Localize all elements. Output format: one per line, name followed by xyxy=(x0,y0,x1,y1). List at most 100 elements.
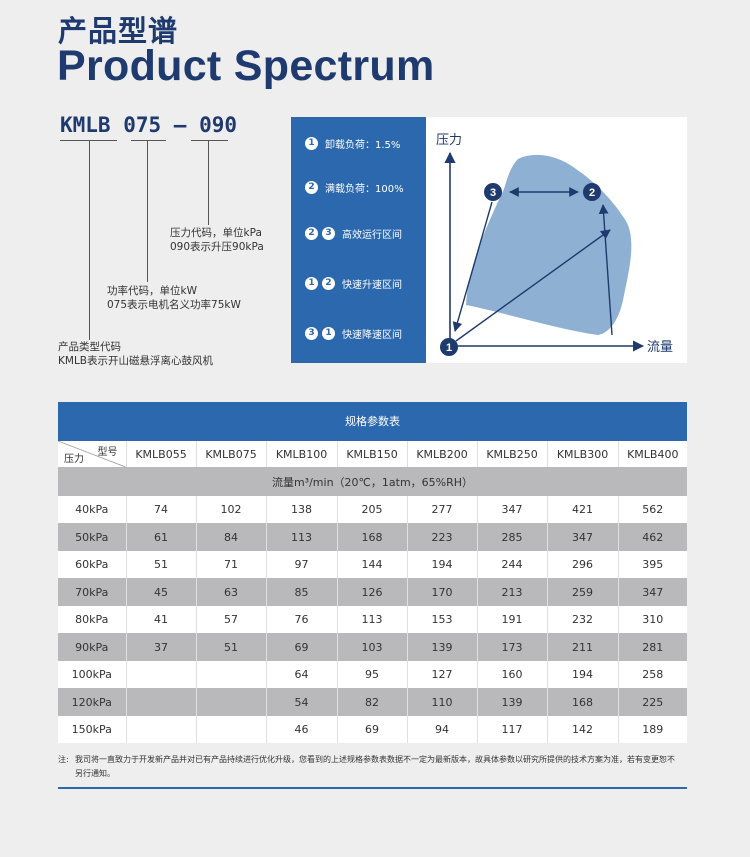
value-cell: 113 xyxy=(337,606,408,633)
badge-2: 2 xyxy=(305,180,318,194)
model-header: KMLB150 xyxy=(337,441,408,467)
svg-text:3: 3 xyxy=(490,187,496,199)
value-cell: 173 xyxy=(477,633,548,661)
value-cell: 421 xyxy=(547,496,619,523)
value-cell xyxy=(196,716,267,743)
value-cell: 63 xyxy=(196,578,267,606)
value-cell: 51 xyxy=(126,551,197,578)
power-underline xyxy=(131,140,166,141)
model-header: KMLB055 xyxy=(126,441,197,467)
value-cell: 46 xyxy=(266,716,338,743)
value-cell: 95 xyxy=(337,661,408,688)
legend-text: 满载负荷：100% xyxy=(325,183,404,195)
value-cell: 117 xyxy=(477,716,548,743)
value-cell xyxy=(196,688,267,716)
pressure-cell: 50kPa xyxy=(58,523,127,551)
value-cell: 69 xyxy=(337,716,408,743)
value-cell: 168 xyxy=(547,688,619,716)
value-cell: 277 xyxy=(407,496,478,523)
model-header: KMLB400 xyxy=(618,441,687,467)
badge-1: 1 xyxy=(305,276,318,290)
flow-unit-label: 流量m³/min（20℃，1atm，65%RH） xyxy=(58,467,687,496)
legend-item-unload: 1 卸载负荷：1.5% xyxy=(305,134,400,152)
legend-text: 快速升速区间 xyxy=(342,279,402,291)
legend-item-efficient: 2 3 高效运行区间 xyxy=(305,224,402,242)
value-cell: 94 xyxy=(407,716,478,743)
value-cell: 74 xyxy=(126,496,197,523)
value-cell: 37 xyxy=(126,633,197,661)
value-cell: 205 xyxy=(337,496,408,523)
pressure-cell: 70kPa xyxy=(58,578,127,606)
svg-text:1: 1 xyxy=(446,342,452,354)
value-cell: 244 xyxy=(477,551,548,578)
value-cell: 138 xyxy=(266,496,338,523)
value-cell: 189 xyxy=(618,716,687,743)
value-cell xyxy=(126,688,197,716)
value-cell: 191 xyxy=(477,606,548,633)
spec-table: 型号 压力 KMLB055 KMLB075 KMLB100 KMLB150 KM… xyxy=(58,441,687,743)
value-cell: 223 xyxy=(407,523,478,551)
value-cell: 64 xyxy=(266,661,338,688)
table-row: 80kPa 41 57 76 113 153 191 232 310 xyxy=(58,606,687,633)
pressure-cell: 100kPa xyxy=(58,661,127,688)
value-cell: 562 xyxy=(618,496,687,523)
diagram-svg: 1 2 3 压力 流量 xyxy=(436,133,673,356)
model-header: KMLB075 xyxy=(196,441,267,467)
value-cell: 51 xyxy=(196,633,267,661)
pressure-cell: 150kPa xyxy=(58,716,127,743)
arrow-1-to-2 xyxy=(455,229,611,342)
svg-text:2: 2 xyxy=(589,187,595,199)
model-header: KMLB200 xyxy=(407,441,478,467)
pressure-code-annotation: 压力代码，单位kPa 090表示升压90kPa xyxy=(170,227,264,253)
legend-panel: 1 卸载负荷：1.5% 2 满载负荷：100% 2 3 高效运行区间 1 2 快… xyxy=(291,117,426,363)
page-title-en: Product Spectrum xyxy=(57,42,435,90)
value-cell: 194 xyxy=(407,551,478,578)
spec-table-title: 规格参数表 xyxy=(58,402,687,441)
value-cell: 144 xyxy=(337,551,408,578)
badge-1: 1 xyxy=(322,326,335,340)
value-cell: 225 xyxy=(618,688,687,716)
value-cell: 57 xyxy=(196,606,267,633)
table-row: 70kPa 45 63 85 126 170 213 259 347 xyxy=(58,578,687,606)
value-cell: 153 xyxy=(407,606,478,633)
legend-text: 快速降速区间 xyxy=(342,329,402,341)
point-2: 2 xyxy=(583,183,601,201)
power-connector xyxy=(147,140,148,282)
value-cell: 102 xyxy=(196,496,267,523)
table-row: 60kPa 51 71 97 144 194 244 296 395 xyxy=(58,551,687,578)
legend-text: 高效运行区间 xyxy=(342,229,402,241)
value-cell: 41 xyxy=(126,606,197,633)
point-1: 1 xyxy=(440,338,458,356)
value-cell: 462 xyxy=(618,523,687,551)
footnote-text: 我司将一直致力于开发新产品并对已有产品持续进行优化升级，您看到的上述规格参数表数… xyxy=(75,755,675,778)
arrow-3-to-1 xyxy=(452,201,493,332)
value-cell: 97 xyxy=(266,551,338,578)
legend-item-slowdown: 3 1 快速降速区间 xyxy=(305,324,402,342)
pressure-cell: 90kPa xyxy=(58,633,127,661)
value-cell: 232 xyxy=(547,606,619,633)
legend-text: 卸载负荷：1.5% xyxy=(325,139,401,151)
badge-2: 2 xyxy=(322,276,335,290)
table-row: 150kPa 46 69 94 117 142 189 xyxy=(58,716,687,743)
corner-pressure-label: 压力 xyxy=(64,454,84,465)
table-row: 40kPa 74 102 138 205 277 347 421 562 xyxy=(58,496,687,523)
value-cell: 259 xyxy=(547,578,619,606)
value-cell: 139 xyxy=(407,633,478,661)
value-cell: 85 xyxy=(266,578,338,606)
badge-3: 3 xyxy=(305,326,318,340)
value-cell: 194 xyxy=(547,661,619,688)
operating-range-diagram: 1 2 3 压力 流量 xyxy=(426,117,687,363)
pressure-cell: 80kPa xyxy=(58,606,127,633)
value-cell: 296 xyxy=(547,551,619,578)
point-3: 3 xyxy=(484,183,502,201)
value-cell: 170 xyxy=(407,578,478,606)
table-row: 50kPa 61 84 113 168 223 285 347 462 xyxy=(58,523,687,551)
value-cell xyxy=(126,716,197,743)
table-row: 90kPa 37 51 69 103 139 173 211 281 xyxy=(58,633,687,661)
value-cell: 110 xyxy=(407,688,478,716)
pressure-underline xyxy=(191,140,228,141)
page-title-cn: 产品型谱 xyxy=(58,14,179,48)
value-cell: 258 xyxy=(618,661,687,688)
value-cell: 71 xyxy=(196,551,267,578)
value-cell: 213 xyxy=(477,578,548,606)
